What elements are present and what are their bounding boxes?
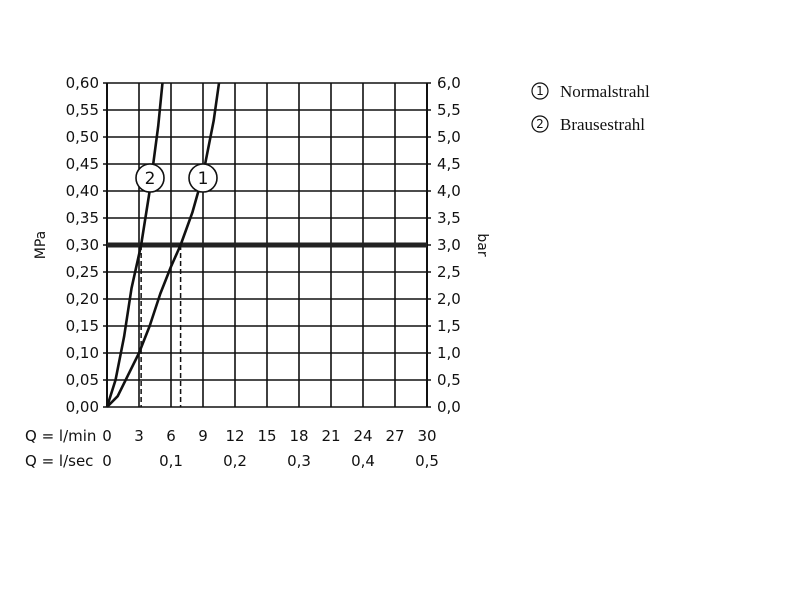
x-axis-title-lsec: Q = l/sec bbox=[25, 452, 93, 470]
curve-marker-label: 1 bbox=[198, 169, 209, 189]
x-tick-label-lmin: 24 bbox=[353, 427, 372, 445]
y-tick-label-left: 0,00 bbox=[66, 398, 99, 416]
y-tick-label-right: 2,5 bbox=[437, 263, 461, 281]
y-tick-label-right: 0,5 bbox=[437, 371, 461, 389]
y-tick-label-left: 0,60 bbox=[66, 74, 99, 92]
legend: 1 Normalstrahl 2 Brausestrahl bbox=[531, 82, 650, 134]
y-tick-label-left: 0,45 bbox=[66, 155, 99, 173]
x-tick-label-lsec: 0,1 bbox=[159, 452, 183, 470]
y-tick-label-left: 0,05 bbox=[66, 371, 99, 389]
y-tick-label-left: 0,35 bbox=[66, 209, 99, 227]
y-tick-label-left: 0,55 bbox=[66, 101, 99, 119]
y-tick-label-left: 0,40 bbox=[66, 182, 99, 200]
legend-marker-circle-icon bbox=[531, 115, 549, 133]
y-tick-label-left: 0,30 bbox=[66, 236, 99, 254]
x-axis-title-lmin: Q = l/min bbox=[25, 427, 96, 445]
tick-labels: 0,000,050,100,150,200,250,300,350,400,45… bbox=[66, 74, 461, 470]
y-tick-label-left: 0,25 bbox=[66, 263, 99, 281]
y-tick-label-right: 1,0 bbox=[437, 344, 461, 362]
legend-label: Brausestrahl bbox=[560, 115, 645, 134]
y-tick-label-left: 0,50 bbox=[66, 128, 99, 146]
x-tick-label-lmin: 0 bbox=[102, 427, 112, 445]
curve-marker-label: 2 bbox=[145, 169, 156, 189]
x-tick-label-lmin: 30 bbox=[417, 427, 436, 445]
legend-label: Normalstrahl bbox=[560, 82, 650, 101]
legend-marker-number: 2 bbox=[536, 117, 544, 131]
y-tick-label-right: 5,0 bbox=[437, 128, 461, 146]
x-tick-label-lmin: 6 bbox=[166, 427, 176, 445]
x-tick-label-lmin: 9 bbox=[198, 427, 208, 445]
x-tick-label-lmin: 21 bbox=[321, 427, 340, 445]
x-tick-label-lmin: 18 bbox=[289, 427, 308, 445]
x-tick-label-lsec: 0,2 bbox=[223, 452, 247, 470]
x-tick-label-lsec: 0,3 bbox=[287, 452, 311, 470]
y-axis-title-left: MPa bbox=[33, 231, 49, 259]
x-tick-label-lmin: 12 bbox=[225, 427, 244, 445]
y-tick-label-right: 3,0 bbox=[437, 236, 461, 254]
reference-line-layer bbox=[107, 242, 427, 407]
legend-marker-number: 1 bbox=[536, 84, 544, 98]
y-axis-title-right: bar bbox=[474, 233, 490, 256]
legend-item-normalstrahl: 1 Normalstrahl bbox=[531, 82, 650, 101]
curve-marker-circle-icon bbox=[188, 163, 218, 193]
y-tick-label-right: 3,5 bbox=[437, 209, 461, 227]
y-tick-label-right: 5,5 bbox=[437, 101, 461, 119]
y-tick-label-right: 2,0 bbox=[437, 290, 461, 308]
x-tick-label-lsec: 0,4 bbox=[351, 452, 375, 470]
x-tick-label-lmin: 27 bbox=[385, 427, 404, 445]
x-tick-label-lsec: 0,5 bbox=[415, 452, 439, 470]
y-tick-label-left: 0,10 bbox=[66, 344, 99, 362]
legend-marker-circle-icon bbox=[531, 82, 549, 100]
y-tick-label-right: 6,0 bbox=[437, 74, 461, 92]
y-tick-label-right: 0,0 bbox=[437, 398, 461, 416]
x-tick-label-lsec: 0 bbox=[102, 452, 112, 470]
y-tick-label-right: 4,0 bbox=[437, 182, 461, 200]
y-tick-label-left: 0,15 bbox=[66, 317, 99, 335]
y-tick-label-right: 1,5 bbox=[437, 317, 461, 335]
x-tick-label-lmin: 15 bbox=[257, 427, 276, 445]
curves: 12 bbox=[105, 82, 221, 408]
x-tick-label-lmin: 3 bbox=[134, 427, 144, 445]
y-tick-label-left: 0,20 bbox=[66, 290, 99, 308]
series-line-brausestrahl bbox=[105, 82, 164, 408]
curve-marker-circle-icon bbox=[135, 163, 165, 193]
legend-item-brausestrahl: 2 Brausestrahl bbox=[531, 115, 645, 134]
y-tick-label-right: 4,5 bbox=[437, 155, 461, 173]
